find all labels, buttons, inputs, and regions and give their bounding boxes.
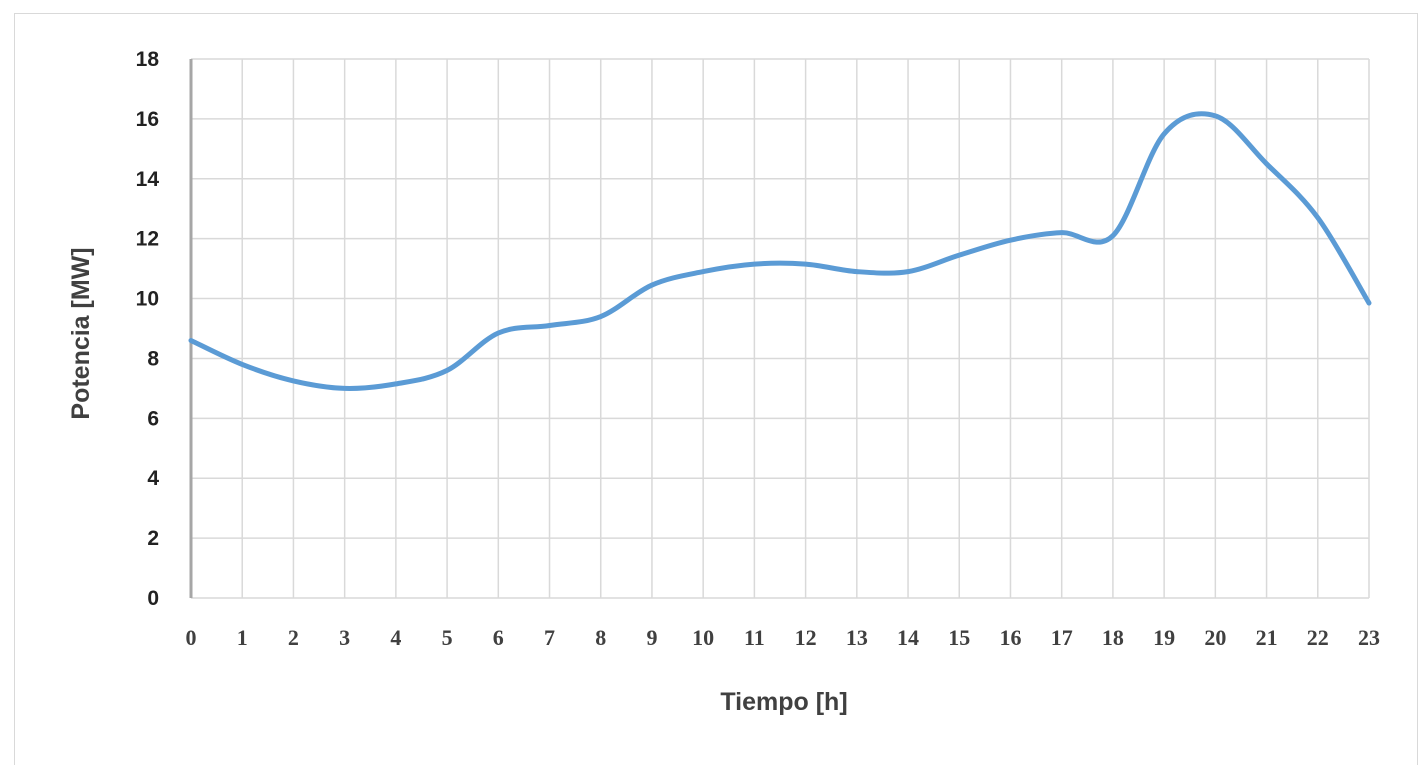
x-tick-label: 0 bbox=[186, 625, 197, 650]
series-layer bbox=[188, 111, 1372, 391]
y-tick-label: 0 bbox=[147, 587, 159, 610]
y-tick-label: 12 bbox=[136, 228, 159, 251]
y-tick-label: 10 bbox=[136, 288, 159, 311]
x-tick-label: 18 bbox=[1102, 625, 1124, 650]
x-tick-label: 19 bbox=[1153, 625, 1175, 650]
x-tick-label: 14 bbox=[897, 625, 919, 650]
y-tick-label: 4 bbox=[147, 467, 159, 490]
x-tick-label: 21 bbox=[1256, 625, 1278, 650]
x-tick-label: 4 bbox=[390, 625, 401, 650]
x-tick-label: 6 bbox=[493, 625, 504, 650]
x-tick-label: 8 bbox=[595, 625, 606, 650]
x-tick-label: 9 bbox=[646, 625, 657, 650]
x-tick-label: 20 bbox=[1204, 625, 1226, 650]
y-tick-label: 16 bbox=[136, 108, 159, 131]
x-axis-title: Tiempo [h] bbox=[720, 688, 847, 716]
x-tick-label: 7 bbox=[544, 625, 555, 650]
y-tick-labels: 0 2 4 6 8 10 12 14 16 18 bbox=[136, 48, 160, 610]
y-tick-label: 14 bbox=[136, 168, 160, 191]
y-tick-label: 6 bbox=[147, 407, 159, 430]
x-tick-label: 23 bbox=[1358, 625, 1380, 650]
x-tick-label: 1 bbox=[237, 625, 248, 650]
x-tick-label: 15 bbox=[948, 625, 970, 650]
x-tick-label: 3 bbox=[339, 625, 350, 650]
series-line bbox=[188, 111, 1372, 391]
x-tick-labels: 0 1 2 3 4 5 6 7 8 9 10 11 12 13 14 15 16 17 18 19 20 21 22 23 bbox=[186, 625, 1381, 650]
y-tick-label: 8 bbox=[147, 347, 159, 370]
chart-frame: 0 2 4 6 8 10 12 14 16 18 0 1 2 3 4 5 6 7 8 9 10 11 12 13 14 15 16… bbox=[14, 13, 1418, 765]
y-tick-label: 2 bbox=[147, 527, 159, 550]
x-tick-label: 16 bbox=[999, 625, 1021, 650]
x-tick-label: 5 bbox=[442, 625, 453, 650]
x-tick-label: 2 bbox=[288, 625, 299, 650]
x-tick-label: 10 bbox=[692, 625, 714, 650]
y-axis-title: Potencia [MW] bbox=[67, 247, 95, 419]
x-tick-label: 22 bbox=[1307, 625, 1329, 650]
x-tick-label: 13 bbox=[846, 625, 868, 650]
x-tick-label: 11 bbox=[744, 625, 765, 650]
x-tick-label: 12 bbox=[795, 625, 817, 650]
y-tick-label: 18 bbox=[136, 48, 160, 71]
x-tick-label: 17 bbox=[1051, 625, 1073, 650]
gridlines bbox=[191, 58, 1370, 599]
